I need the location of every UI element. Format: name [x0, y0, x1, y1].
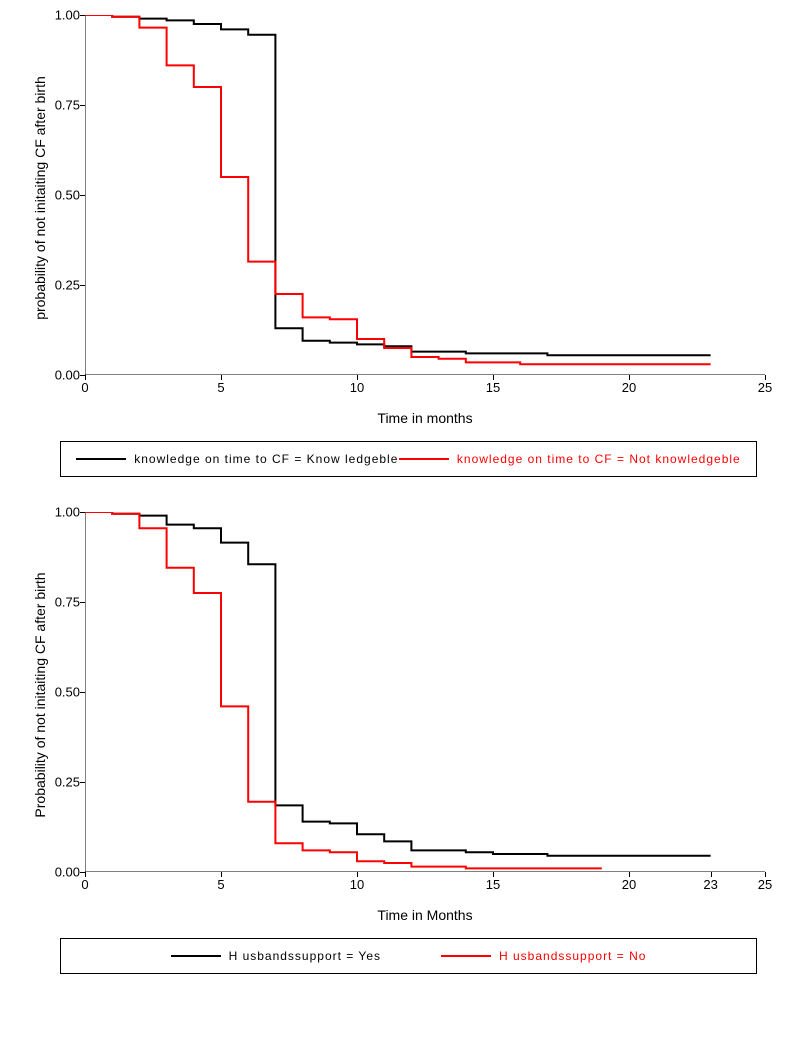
chart-1-legend: knowledge on time to CF = Know ledgeble k… [60, 441, 757, 477]
ytick-label: 0.25 [55, 278, 85, 293]
xtick-label: 5 [217, 375, 224, 395]
legend-item-husband-no: H usbandssupport = No [441, 949, 646, 963]
xtick-label: 25 [758, 375, 772, 395]
legend-swatch [399, 458, 449, 460]
legend-swatch [76, 458, 126, 460]
ytick-label: 0.25 [55, 775, 85, 790]
xtick-label: 23 [703, 872, 717, 892]
chart-1-plot: 0.000.250.500.751.000510152025 [85, 15, 765, 375]
xtick-label: 10 [350, 375, 364, 395]
legend-swatch [441, 955, 491, 957]
ytick-label: 1.00 [55, 505, 85, 520]
chart-1-xlabel: Time in months [85, 410, 765, 426]
ytick-label: 1.00 [55, 8, 85, 23]
xtick-label: 0 [81, 375, 88, 395]
ytick-label: 0.75 [55, 98, 85, 113]
xtick-label: 0 [81, 872, 88, 892]
chart-1-ylabel: probability of not initaiting CF after b… [32, 38, 48, 358]
legend-label: H usbandssupport = Yes [229, 949, 381, 963]
xtick-label: 20 [622, 872, 636, 892]
chart-2-container: Probability of not initaiting CF after b… [10, 507, 787, 974]
legend-item-husband-yes: H usbandssupport = Yes [171, 949, 381, 963]
legend-label: H usbandssupport = No [499, 949, 646, 963]
chart-1-container: probability of not initaiting CF after b… [10, 10, 787, 477]
legend-label: knowledge on time to CF = Not knowledgeb… [457, 452, 741, 466]
legend-item-knowledgeable: knowledge on time to CF = Know ledgeble [76, 452, 398, 466]
series-husband-yes [85, 512, 711, 856]
xtick-label: 15 [486, 872, 500, 892]
legend-item-not-knowledgeable: knowledge on time to CF = Not knowledgeb… [399, 452, 741, 466]
series-husband-no [85, 512, 602, 868]
ytick-label: 0.75 [55, 595, 85, 610]
xtick-label: 5 [217, 872, 224, 892]
xtick-label: 20 [622, 375, 636, 395]
chart-2-legend: H usbandssupport = Yes H usbandssupport =… [60, 938, 757, 974]
chart-2-ylabel: Probability of not initaiting CF after b… [32, 535, 48, 855]
ytick-label: 0.50 [55, 188, 85, 203]
xtick-label: 10 [350, 872, 364, 892]
chart-2-plot: 0.000.250.500.751.00051015202325 [85, 512, 765, 872]
chart-2-xlabel: Time in Months [85, 907, 765, 923]
legend-swatch [171, 955, 221, 957]
xtick-label: 15 [486, 375, 500, 395]
legend-label: knowledge on time to CF = Know ledgeble [134, 452, 398, 466]
xtick-label: 25 [758, 872, 772, 892]
ytick-label: 0.50 [55, 685, 85, 700]
series-not-knowledgeable [85, 15, 711, 364]
